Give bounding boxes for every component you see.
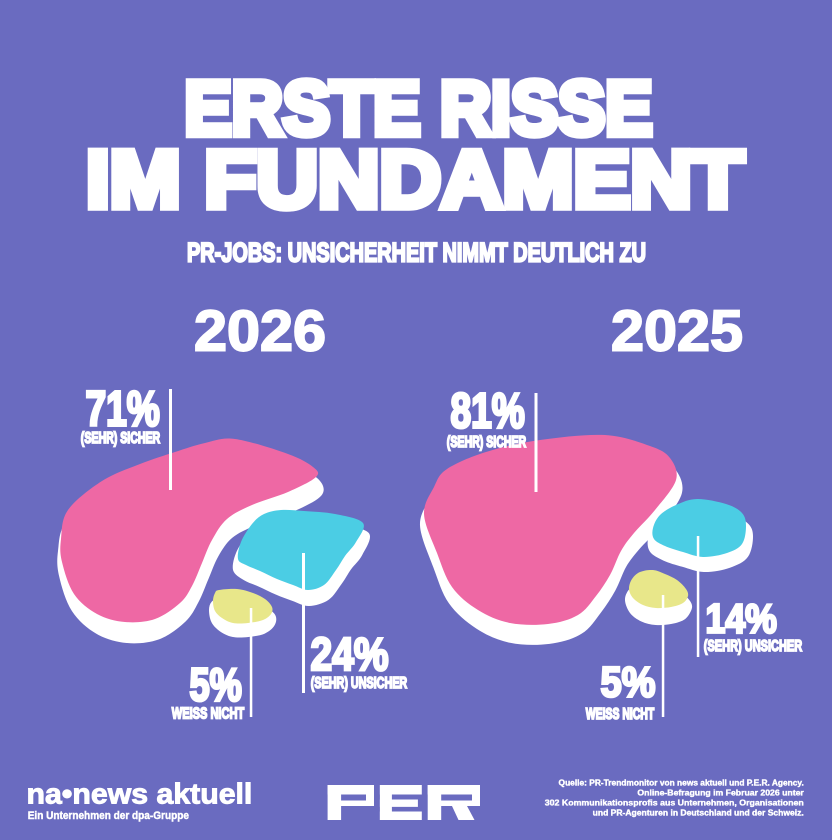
svg-text:302 Kommunikationsprofis aus U: 302 Kommunikationsprofis aus Unternehmen… bbox=[545, 798, 804, 808]
svg-text:71%: 71% bbox=[86, 382, 160, 437]
svg-text:5%: 5% bbox=[601, 659, 656, 706]
svg-text:(SEHR) UNSICHER: (SEHR) UNSICHER bbox=[704, 638, 802, 655]
svg-text:und PR-Agenturen in Deutschlan: und PR-Agenturen in Deutschland und der … bbox=[593, 808, 804, 818]
svg-text:(SEHR) UNSICHER: (SEHR) UNSICHER bbox=[311, 675, 407, 692]
svg-text:WEISS NICHT: WEISS NICHT bbox=[586, 705, 655, 723]
svg-text:24%: 24% bbox=[311, 629, 389, 681]
svg-text:Ein Unternehmen der dpa-Gruppe: Ein Unternehmen der dpa-Gruppe bbox=[28, 809, 189, 822]
svg-text:Online-Befragung im Februar 20: Online-Befragung im Februar 2026 unter bbox=[637, 788, 804, 798]
svg-text:PR-JOBS: UNSICHERHEIT NIMMT DE: PR-JOBS: UNSICHERHEIT NIMMT DEUTLICH ZU bbox=[187, 239, 646, 268]
svg-text:Quelle: PR-Trendmonitor von ne: Quelle: PR-Trendmonitor von news aktuell… bbox=[559, 778, 804, 787]
svg-text:(SEHR) SICHER: (SEHR) SICHER bbox=[447, 434, 526, 452]
svg-text:2025: 2025 bbox=[611, 299, 743, 363]
svg-text:14%: 14% bbox=[706, 596, 777, 641]
svg-text:WEISS NICHT: WEISS NICHT bbox=[172, 705, 245, 722]
svg-text:(SEHR) SICHER: (SEHR) SICHER bbox=[81, 430, 160, 447]
svg-text:2026: 2026 bbox=[194, 299, 326, 363]
svg-text:81%: 81% bbox=[451, 384, 525, 439]
svg-text:ERSTE RISSE: ERSTE RISSE bbox=[185, 66, 653, 151]
svg-text:IM FUNDAMENT: IM FUNDAMENT bbox=[86, 134, 744, 224]
svg-text:na•news aktuell: na•news aktuell bbox=[27, 778, 253, 810]
svg-text:5%: 5% bbox=[190, 658, 242, 710]
